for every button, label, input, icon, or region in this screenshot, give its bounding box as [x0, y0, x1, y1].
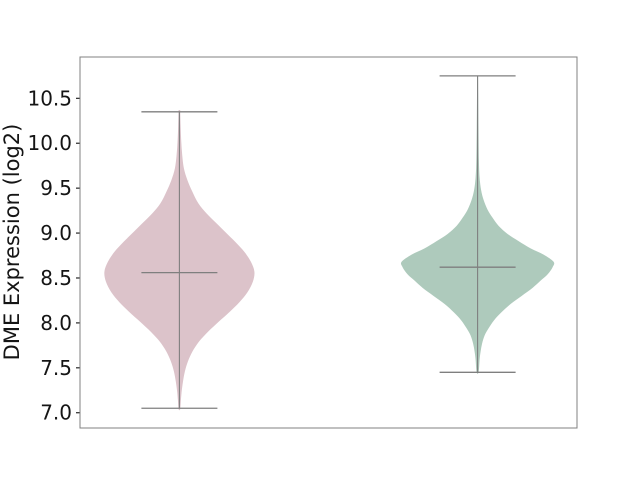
y-tick-label: 9.0	[40, 221, 72, 245]
y-tick-label: 9.5	[40, 176, 72, 200]
y-tick-label: 8.5	[40, 266, 72, 290]
whiskers-layer	[141, 75, 516, 409]
y-tick-label: 10.0	[27, 131, 72, 155]
y-tick-label: 8.0	[40, 311, 72, 335]
y-tick-label: 10.5	[27, 86, 72, 110]
y-tick-label: 7.5	[40, 356, 72, 380]
y-tick-label: 7.0	[40, 401, 72, 425]
plot-border	[79, 56, 578, 429]
y-axis-label: DME Expression (log2)	[0, 124, 24, 361]
y-axis-ticks: 10.5 10.0 9.5 9.0 8.5 8.0 7.5 7.0	[27, 86, 80, 425]
violins-layer	[104, 75, 555, 411]
